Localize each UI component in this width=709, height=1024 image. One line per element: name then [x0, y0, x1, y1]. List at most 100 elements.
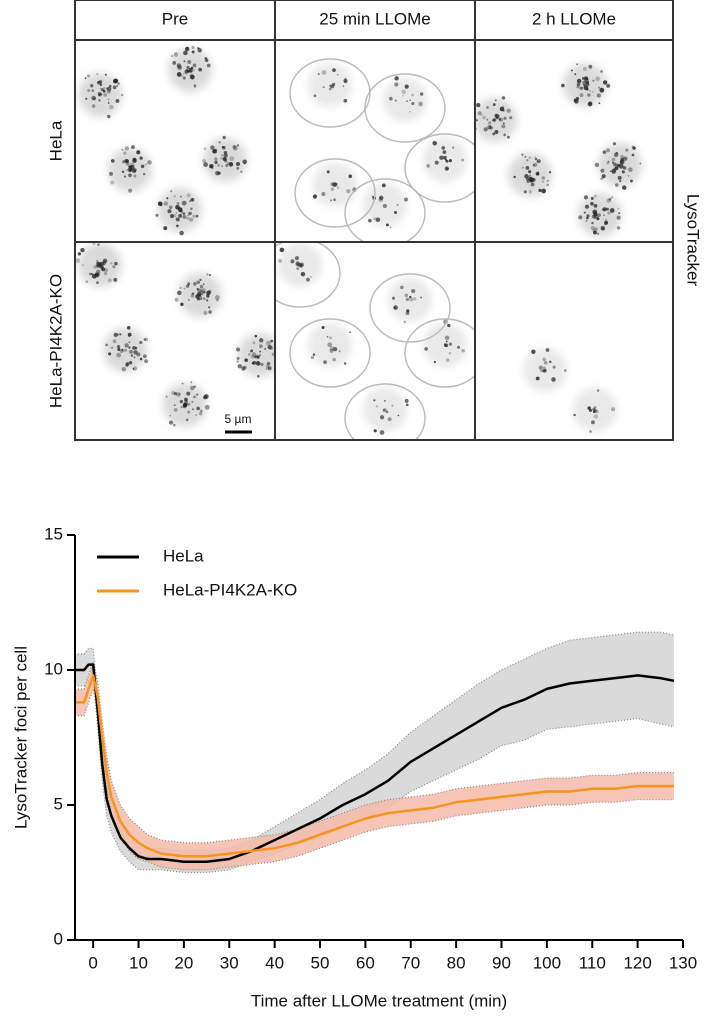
puncta: [295, 262, 300, 267]
puncta: [343, 98, 348, 103]
puncta: [433, 360, 436, 364]
puncta: [317, 73, 320, 75]
puncta: [169, 213, 175, 219]
puncta: [210, 145, 215, 150]
puncta: [576, 63, 578, 66]
puncta: [551, 377, 556, 382]
puncta: [611, 161, 615, 164]
puncta: [222, 135, 226, 140]
puncta: [600, 177, 603, 181]
puncta: [529, 190, 532, 194]
puncta: [194, 413, 197, 416]
puncta: [110, 346, 114, 350]
puncta: [409, 110, 411, 113]
puncta: [613, 152, 619, 158]
puncta: [589, 89, 592, 92]
puncta: [321, 191, 326, 197]
puncta: [290, 259, 295, 264]
puncta: [113, 332, 118, 337]
puncta: [132, 168, 137, 173]
puncta: [346, 188, 351, 194]
puncta: [190, 197, 195, 202]
puncta: [256, 355, 260, 359]
puncta: [583, 211, 586, 214]
cell-outline: [275, 242, 341, 308]
cell-outline: [344, 383, 426, 440]
puncta: [378, 195, 384, 201]
puncta: [587, 101, 593, 107]
puncta: [105, 87, 109, 90]
puncta: [439, 155, 444, 160]
puncta: [106, 343, 109, 346]
puncta: [121, 367, 127, 372]
puncta: [179, 399, 184, 404]
image-content: [289, 58, 475, 242]
puncta: [413, 297, 417, 301]
puncta: [174, 297, 179, 302]
puncta: [98, 94, 101, 96]
cell-outline: [369, 273, 451, 343]
puncta: [214, 157, 218, 161]
puncta: [321, 70, 327, 75]
puncta: [117, 82, 120, 85]
puncta: [229, 156, 235, 161]
puncta: [420, 296, 423, 299]
puncta: [144, 359, 148, 364]
puncta: [190, 293, 195, 298]
puncta: [535, 171, 540, 176]
puncta: [502, 122, 505, 125]
puncta: [349, 331, 351, 334]
puncta: [575, 96, 580, 101]
puncta: [236, 356, 240, 360]
x-tick-label: 40: [265, 953, 284, 972]
puncta: [424, 347, 428, 351]
puncta: [409, 297, 414, 302]
puncta: [588, 408, 593, 412]
puncta: [225, 163, 229, 168]
x-axis-label: Time after LLOMe treatment (min): [251, 991, 507, 1010]
puncta: [409, 99, 412, 102]
puncta: [448, 159, 452, 163]
legend-label: HeLa-PI4K2A-KO: [163, 580, 297, 599]
puncta: [295, 261, 300, 266]
puncta: [543, 360, 548, 365]
puncta: [385, 410, 389, 414]
puncta: [218, 140, 221, 144]
puncta: [591, 90, 594, 93]
puncta: [585, 204, 589, 209]
puncta: [132, 157, 137, 162]
puncta: [548, 171, 552, 174]
puncta: [128, 361, 133, 365]
puncta: [611, 157, 616, 162]
puncta: [426, 164, 430, 168]
puncta: [189, 73, 194, 78]
puncta: [142, 172, 146, 176]
puncta: [112, 85, 117, 90]
puncta: [241, 366, 246, 371]
image-cell: [78, 45, 247, 236]
puncta: [617, 175, 622, 180]
puncta: [191, 408, 194, 411]
puncta: [594, 162, 600, 168]
puncta: [124, 343, 129, 348]
puncta: [297, 262, 303, 268]
puncta: [195, 214, 199, 218]
puncta: [193, 84, 196, 87]
puncta: [190, 207, 193, 211]
x-tick-label: 10: [129, 953, 148, 972]
puncta: [188, 299, 190, 301]
puncta: [588, 64, 593, 69]
puncta: [541, 188, 547, 194]
puncta: [601, 174, 606, 179]
puncta: [513, 175, 516, 179]
puncta: [88, 272, 92, 276]
puncta: [96, 261, 100, 265]
puncta: [221, 154, 224, 157]
puncta: [163, 201, 169, 206]
puncta: [200, 290, 205, 295]
puncta: [183, 50, 188, 56]
puncta: [593, 408, 596, 411]
puncta: [326, 336, 329, 338]
puncta: [403, 197, 409, 202]
puncta: [476, 102, 481, 108]
